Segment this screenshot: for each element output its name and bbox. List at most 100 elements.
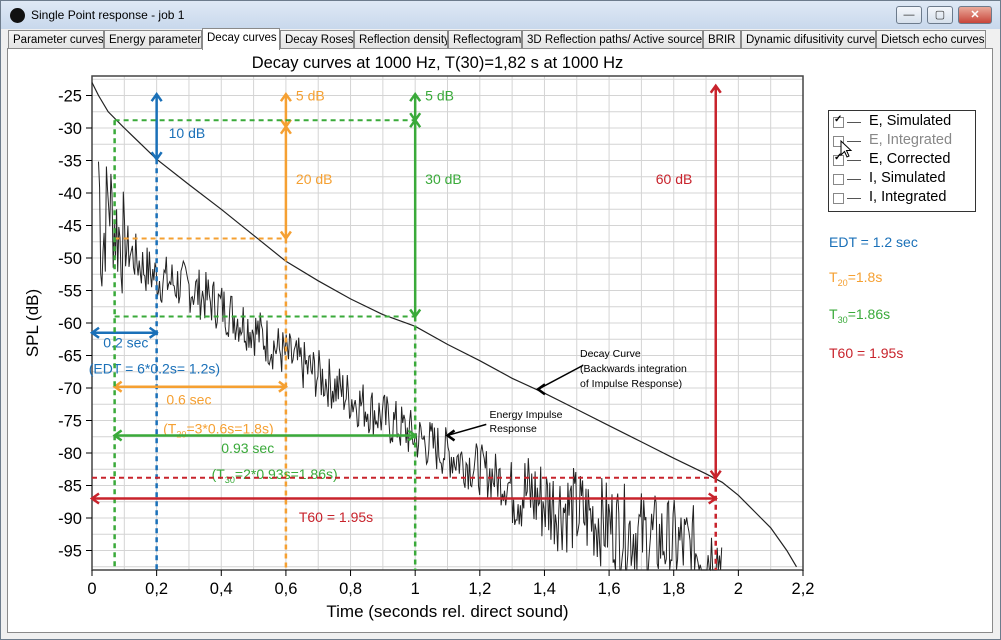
decay-curve-label: of Impulse Response) [580, 378, 682, 390]
arrow-head-icon [409, 118, 422, 128]
decay-curve-line [91, 82, 798, 568]
x-tick-label: 0,2 [145, 580, 168, 598]
tab-dynamic-difusitivity-curves[interactable]: Dynamic difusitivity curves [741, 30, 876, 49]
decay-curve-label: Decay Curve [580, 348, 641, 360]
chart-title: Decay curves at 1000 Hz, T(30)=1,82 s at… [252, 54, 624, 72]
arrow-head-icon [89, 326, 100, 339]
arrow-head-icon [89, 492, 100, 505]
minimize-button[interactable]: — [896, 6, 922, 24]
t30-top-label: 5 dB [425, 88, 454, 104]
t30-db-label: 30 dB [425, 171, 462, 187]
tab-reflection-density[interactable]: Reflection density [354, 30, 448, 49]
x-tick-label: 1,8 [662, 580, 685, 598]
x-tick-label: 0,4 [210, 580, 233, 598]
checkbox[interactable] [833, 193, 844, 204]
legend-line [847, 141, 861, 142]
legend-label: E, Integrated [869, 132, 953, 148]
tab-brir[interactable]: BRIR [703, 30, 741, 49]
x-axis-label: Time (seconds rel. direct sound) [326, 602, 568, 621]
legend-label: E, Simulated [869, 113, 952, 129]
arrow-head-icon [409, 92, 422, 102]
x-tick-label: 1,4 [533, 580, 556, 598]
y-tick-label: -65 [58, 348, 82, 366]
t60-time-label: T60 = 1.95s [299, 509, 373, 525]
t60-db-label: 60 dB [656, 171, 693, 187]
arrow-head-icon [445, 429, 456, 442]
y-tick-label: -35 [58, 153, 82, 171]
y-tick-label: -60 [58, 315, 82, 333]
mouse-cursor-icon [840, 140, 853, 158]
result-t20: T20=1.8s [829, 269, 882, 288]
tab-decay-roses[interactable]: Decay Roses [280, 30, 354, 49]
x-tick-label: 0,6 [274, 580, 297, 598]
t20-db-label: 20 dB [296, 171, 333, 187]
result-t30: T30=1.86s [829, 306, 890, 325]
legend-box: E, Simulated E, Integrated E, Corrected … [828, 110, 976, 212]
x-tick-label: 2,2 [792, 580, 815, 598]
checkbox[interactable] [833, 136, 844, 147]
y-tick-label: -90 [58, 510, 82, 528]
legend-line [847, 198, 861, 199]
app-icon [10, 8, 25, 23]
arrow-head-icon [112, 380, 123, 393]
arrow-head-icon [112, 429, 123, 442]
edt-time-label: 0.2 sec [103, 335, 148, 351]
t20-time-label: 0.6 sec [166, 391, 211, 407]
edt-formula-label: (EDT = 6*0.2s= 1.2s) [89, 361, 220, 377]
impulse-pointer-line [447, 423, 487, 437]
arrow-head-icon [148, 326, 159, 339]
y-tick-label: -85 [58, 478, 82, 496]
y-tick-label: -80 [58, 445, 82, 463]
y-tick-label: -40 [58, 185, 82, 203]
tab-parameter-curves[interactable]: Parameter curves [8, 30, 104, 49]
t30-time-label: 0.93 sec [221, 440, 274, 456]
legend-label: I, Integrated [869, 189, 947, 205]
decay-curve-label: (Backwards integration [580, 363, 687, 375]
close-button[interactable]: ✕ [958, 6, 992, 24]
legend-line [847, 122, 861, 123]
edt-db-label: 10 dB [169, 125, 206, 141]
checkbox[interactable] [833, 114, 844, 128]
legend-label: E, Corrected [869, 151, 951, 167]
legend-line [847, 160, 861, 161]
impulse-label: Response [490, 423, 537, 435]
tab-energy-parameters[interactable]: Energy parameters [104, 30, 202, 49]
maximize-button[interactable]: ▢ [927, 6, 953, 24]
t20-top-label: 5 dB [296, 88, 325, 104]
y-tick-label: -95 [58, 543, 82, 561]
x-tick-label: 0,8 [339, 580, 362, 598]
result-t60: T60 = 1.95s [829, 345, 903, 361]
arrow-head-icon [407, 429, 418, 442]
y-axis-label: SPL (dB) [23, 289, 42, 357]
tab-reflectogram[interactable]: Reflectogram [448, 30, 522, 49]
title-bar[interactable]: Single Point response - job 1 — ▢ ✕ [1, 1, 1000, 29]
window-title: Single Point response - job 1 [31, 8, 185, 22]
x-tick-label: 1,2 [468, 580, 491, 598]
checkbox[interactable] [833, 152, 844, 166]
y-tick-label: -70 [58, 380, 82, 398]
tab-dietsch-echo-curves[interactable]: Dietsch echo curves [876, 30, 986, 49]
arrow-head-icon [708, 492, 718, 505]
arrow-head-icon [279, 124, 292, 135]
arrow-head-icon [279, 92, 292, 102]
impulse-label: Energy Impulse [490, 409, 563, 421]
arrow-head-icon [150, 92, 163, 102]
tab-decay-curves[interactable]: Decay curves [202, 28, 280, 50]
energy-impulse-line [98, 161, 723, 572]
y-tick-label: -50 [58, 250, 82, 268]
result-edt: EDT = 1.2 sec [829, 234, 918, 250]
x-tick-label: 1 [411, 580, 420, 598]
tab-3d-reflection-paths[interactable]: 3D Reflection paths/ Active sources [522, 30, 703, 49]
checkbox[interactable] [833, 174, 844, 185]
x-tick-label: 1,6 [598, 580, 621, 598]
x-tick-label: 0 [87, 580, 96, 598]
legend-label: I, Simulated [869, 170, 946, 186]
y-tick-label: -30 [58, 120, 82, 138]
arrow-head-icon [709, 83, 722, 94]
y-tick-label: -75 [58, 413, 82, 431]
arrow-head-icon [535, 383, 546, 396]
y-tick-label: -55 [58, 283, 82, 301]
arrow-head-icon [278, 380, 289, 393]
x-tick-label: 2 [734, 580, 743, 598]
